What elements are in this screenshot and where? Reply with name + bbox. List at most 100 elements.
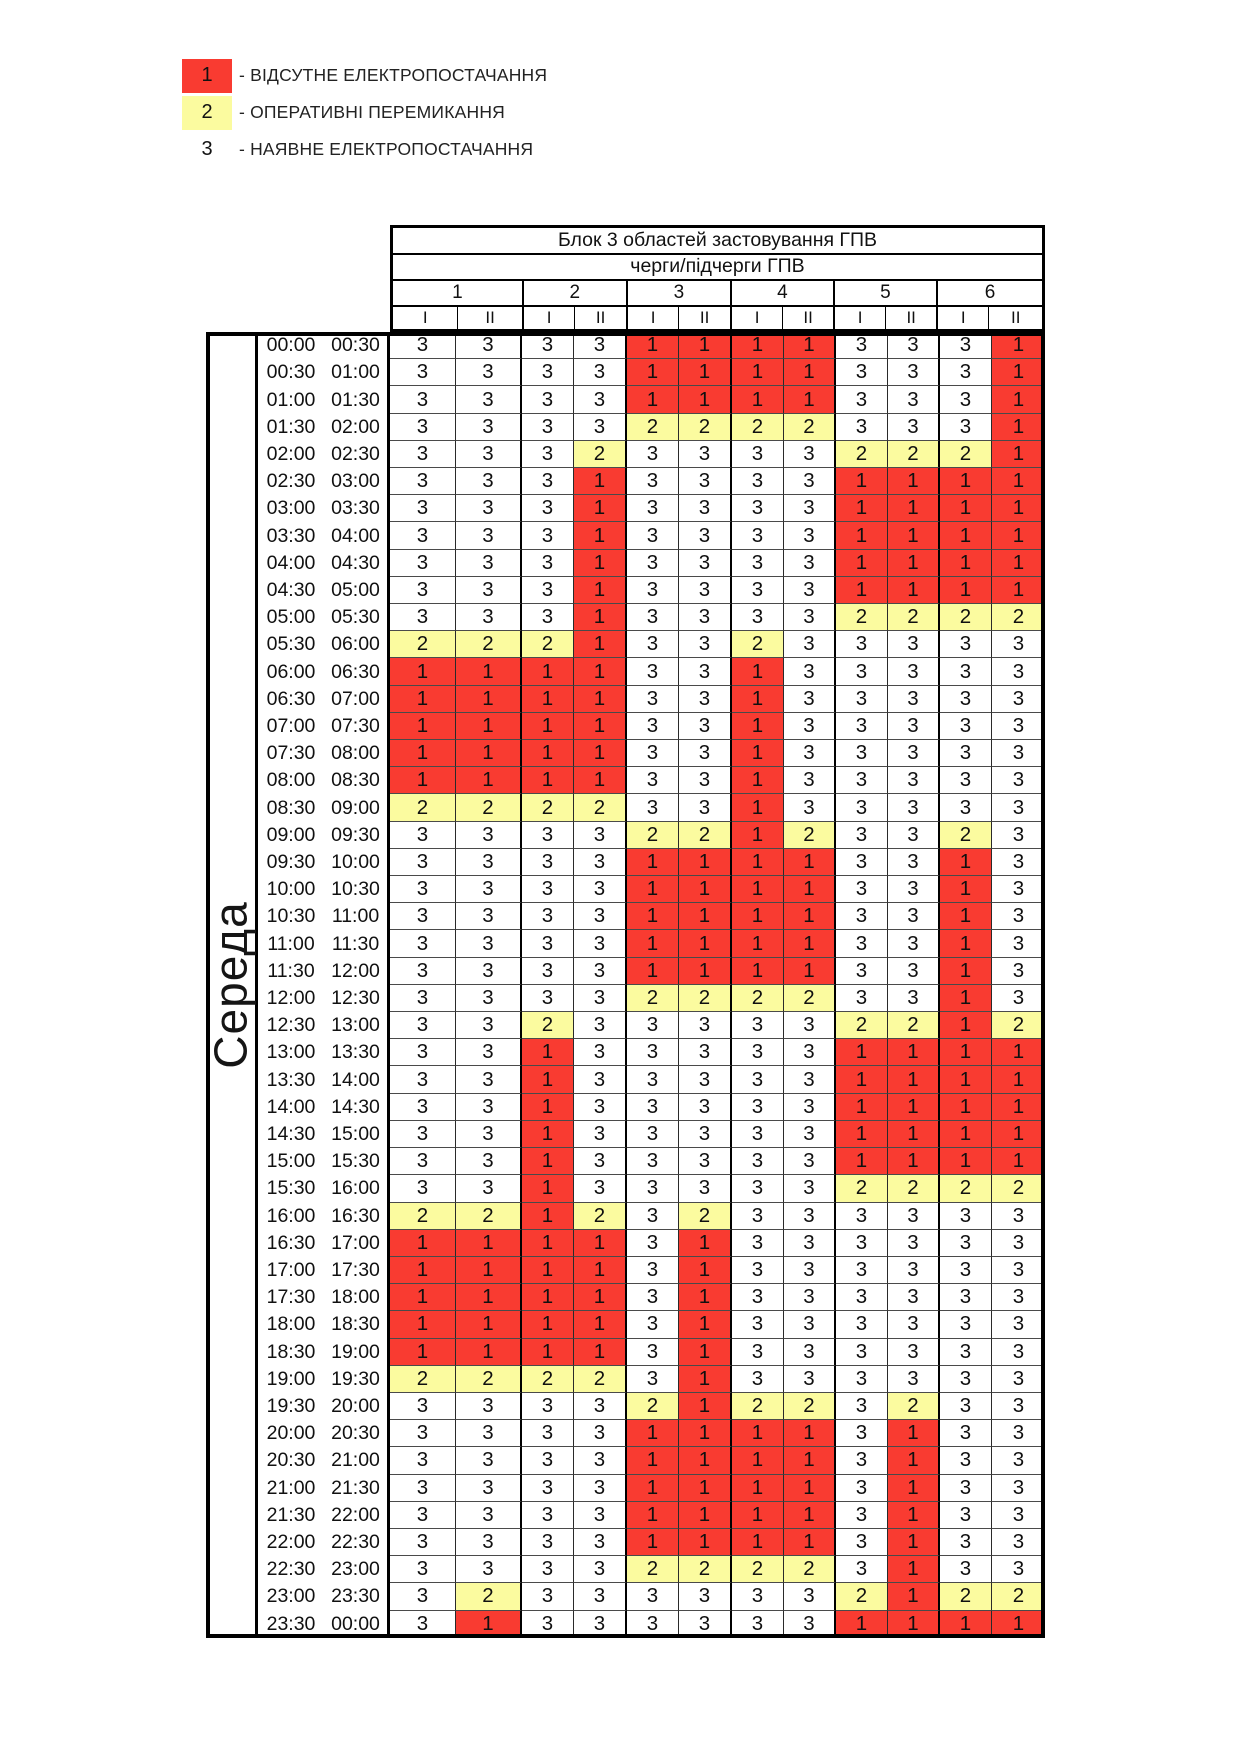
schedule-cell: 3 (940, 1365, 992, 1393)
schedule-cell: 3 (992, 1284, 1045, 1312)
schedule-cell: 3 (888, 1284, 940, 1312)
time-end-cell: 19:00 (324, 1338, 390, 1366)
schedule-cell: 1 (732, 712, 784, 741)
schedule-cell: 1 (888, 1039, 940, 1067)
schedule-cell: 3 (732, 1120, 784, 1149)
schedule-cell: 1 (522, 1093, 574, 1121)
schedule-cell: 1 (522, 1229, 574, 1257)
schedule-row: 20:30 21:00 3 3 3 3 1 1 1 1 3 1 3 3 (258, 1447, 1045, 1475)
schedule-cell: 3 (992, 685, 1045, 713)
schedule-cell: 1 (522, 1120, 574, 1149)
schedule-cell: 3 (732, 1093, 784, 1121)
schedule-cell: 3 (992, 848, 1045, 877)
schedule-cell: 3 (522, 359, 574, 387)
schedule-cell: 3 (522, 1528, 574, 1557)
schedule-cell: 2 (522, 631, 574, 659)
schedule-cell: 3 (784, 1148, 836, 1176)
time-start-cell: 04:30 (258, 576, 324, 605)
schedule-cell: 3 (992, 1447, 1045, 1475)
schedule-cell: 2 (836, 1012, 888, 1040)
legend-color-box-red: 1 (182, 58, 232, 93)
schedule-cell: 3 (522, 1501, 574, 1529)
schedule-cell: 3 (574, 1093, 627, 1121)
schedule-cell: 2 (732, 1392, 784, 1421)
schedule-cell: 1 (888, 1420, 940, 1448)
schedule-cell: 1 (888, 1066, 940, 1094)
schedule-cell: 3 (679, 658, 732, 686)
schedule-cell: 3 (522, 576, 574, 605)
time-end-cell: 05:30 (324, 604, 390, 632)
time-start-cell: 16:30 (258, 1229, 324, 1257)
time-end-cell: 07:30 (324, 712, 390, 741)
schedule-cell: 3 (888, 903, 940, 931)
schedule-cell: 1 (940, 1120, 992, 1149)
schedule-cell: 3 (784, 1202, 836, 1230)
schedule-cell: 3 (627, 440, 679, 469)
schedule-cell: 3 (940, 1447, 992, 1475)
schedule-cell: 2 (836, 1583, 888, 1611)
schedule-cell: 1 (390, 685, 456, 713)
schedule-cell: 3 (456, 1556, 522, 1584)
schedule-cell: 2 (940, 440, 992, 469)
schedule-cell: 3 (627, 604, 679, 632)
schedule-cell: 3 (836, 740, 888, 768)
schedule-cell: 3 (574, 1039, 627, 1067)
schedule-cell: 3 (390, 1583, 456, 1611)
schedule-cell: 2 (574, 794, 627, 822)
schedule-cell: 3 (888, 821, 940, 849)
schedule-cell: 2 (627, 821, 679, 849)
time-start-cell: 08:30 (258, 794, 324, 822)
schedule-cell: 1 (992, 1610, 1045, 1638)
time-start-cell: 20:00 (258, 1420, 324, 1448)
schedule-cell: 3 (784, 576, 836, 605)
schedule-cell: 1 (992, 522, 1045, 550)
schedule-cell: 3 (679, 1012, 732, 1040)
schedule-cell: 3 (456, 413, 522, 441)
time-end-cell: 01:30 (324, 386, 390, 414)
schedule-cell: 3 (522, 522, 574, 550)
schedule-cell: 3 (456, 1501, 522, 1529)
time-end-cell: 09:00 (324, 794, 390, 822)
legend-label: - ВІДСУТНЕ ЕЛЕКТРОПОСТАЧАННЯ (239, 65, 548, 85)
schedule-cell: 2 (784, 1392, 836, 1421)
schedule-cell: 1 (732, 957, 784, 985)
time-end-cell: 01:00 (324, 359, 390, 387)
time-end-cell: 13:00 (324, 1012, 390, 1040)
time-start-cell: 21:30 (258, 1501, 324, 1529)
schedule-cell: 3 (784, 1093, 836, 1121)
schedule-cell: 3 (627, 1311, 679, 1339)
time-start-cell: 23:00 (258, 1583, 324, 1611)
schedule-cell: 3 (888, 1202, 940, 1230)
time-start-cell: 16:00 (258, 1202, 324, 1230)
schedule-cell: 3 (888, 1338, 940, 1366)
time-end-cell: 02:00 (324, 413, 390, 441)
time-end-cell: 20:00 (324, 1392, 390, 1421)
schedule-cell: 3 (679, 604, 732, 632)
schedule-cell: 3 (390, 1175, 456, 1203)
schedule-cell: 1 (679, 876, 732, 904)
schedule-row: 15:30 16:00 3 3 1 3 3 3 3 3 2 2 2 2 (258, 1175, 1045, 1203)
schedule-cell: 2 (522, 1365, 574, 1393)
schedule-cell: 3 (574, 1528, 627, 1557)
schedule-cell: 3 (836, 930, 888, 958)
schedule-cell: 1 (574, 1284, 627, 1312)
schedule-cell: 1 (574, 740, 627, 768)
schedule-cell: 3 (679, 712, 732, 741)
schedule-cell: 3 (574, 386, 627, 414)
schedule-cell: 1 (679, 1311, 732, 1339)
schedule-body: 00:00 00:30 3 3 3 3 1 1 1 1 3 3 3 1 00:30 01:00 3 3 3 3 1 1 1 1… (258, 332, 1045, 1638)
schedule-cell: 1 (732, 685, 784, 713)
legend-item-power-on: 3 - НАЯВНЕ ЕЛЕКТРОПОСТАЧАННЯ (182, 131, 547, 168)
subcol-header-cell: I (732, 306, 784, 329)
schedule-cell: 3 (784, 1039, 836, 1067)
time-end-cell: 18:00 (324, 1284, 390, 1312)
time-start-cell: 23:30 (258, 1610, 324, 1638)
schedule-cell: 3 (627, 549, 679, 577)
time-start-cell: 11:00 (258, 930, 324, 958)
day-column: Середа (205, 332, 258, 1638)
schedule-cell: 3 (992, 1202, 1045, 1230)
schedule-cell: 2 (522, 1012, 574, 1040)
schedule-cell: 3 (732, 1202, 784, 1230)
schedule-cell: 3 (888, 359, 940, 387)
schedule-row: 00:00 00:30 3 3 3 3 1 1 1 1 3 3 3 1 (258, 332, 1045, 360)
